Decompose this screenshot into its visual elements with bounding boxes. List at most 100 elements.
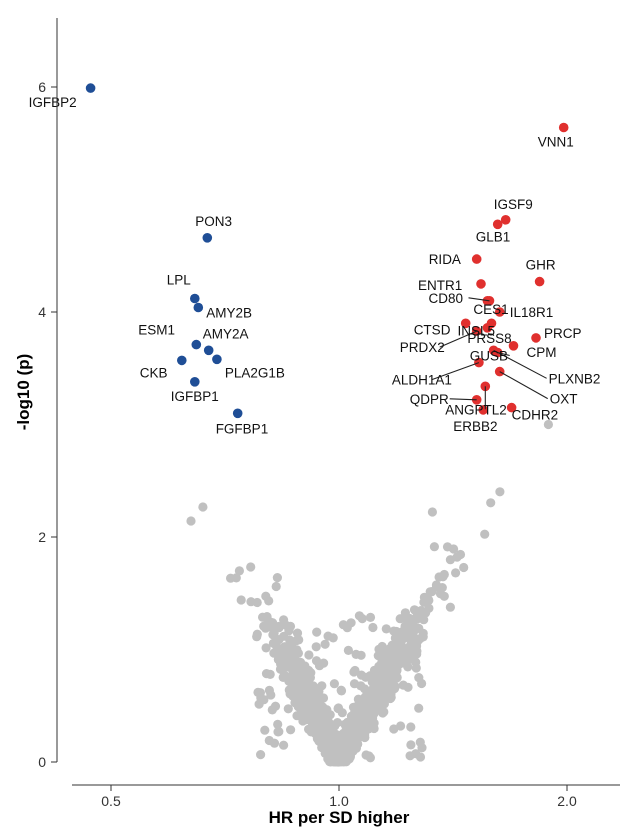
nonsignificant-point	[439, 569, 449, 580]
nonsignificant-point	[234, 566, 244, 576]
nonsignificant-point	[404, 616, 414, 626]
nonsignificant-point	[320, 639, 330, 649]
nonsignificant-point	[268, 623, 278, 633]
nonsignificant-point	[405, 623, 415, 633]
nonsignificant-point	[412, 614, 422, 624]
significant-point	[474, 357, 484, 368]
point-label: GHR	[526, 258, 556, 273]
nonsignificant-point	[285, 689, 295, 699]
nonsignificant-point	[279, 740, 289, 750]
point-label: ESM1	[138, 323, 175, 338]
nonsignificant-point	[273, 719, 283, 730]
nonsignificant-point	[342, 743, 352, 754]
point-label: CKB	[140, 365, 168, 380]
significant-point	[492, 219, 503, 230]
nonsignificant-point	[332, 718, 343, 728]
y-tick-label: 6	[38, 79, 46, 95]
nonsignificant-point	[395, 614, 405, 624]
nonsignificant-point	[317, 715, 327, 726]
nonsignificant-point	[368, 622, 378, 633]
point-label: CES1	[473, 302, 508, 317]
nonsignificant-point	[396, 721, 406, 731]
nonsignificant-point	[389, 626, 399, 636]
nonsignificant-point	[341, 733, 351, 743]
nonsignificant-point	[312, 627, 322, 637]
nonsignificant-point	[226, 573, 236, 583]
nonsignificant-point	[236, 595, 246, 605]
nonsignificant-point	[333, 703, 343, 714]
nonsignificant-point	[318, 693, 329, 703]
nonsignificant-point	[269, 648, 279, 658]
significant-point	[232, 408, 243, 419]
nonsignificant-point	[343, 645, 353, 656]
nonsignificant-point	[332, 749, 342, 759]
nonsignificant-point	[285, 621, 296, 632]
nonsignificant-point	[406, 740, 416, 750]
significant-point	[190, 377, 200, 387]
nonsignificant-point	[384, 685, 395, 695]
nonsignificant-point	[286, 725, 296, 735]
nonsignificant-point	[328, 633, 338, 643]
label-leader-line	[499, 371, 548, 400]
nonsignificant-point	[252, 597, 262, 608]
nonsignificant-point	[198, 502, 208, 512]
nonsignificant-point	[411, 657, 421, 667]
nonsignificant-point	[356, 670, 366, 680]
y-tick-label: 4	[38, 304, 46, 320]
point-label: CTSD	[414, 322, 451, 337]
point-label: OXT	[550, 392, 578, 407]
nonsignificant-point	[403, 662, 413, 672]
nonsignificant-point	[386, 673, 396, 683]
nonsignificant-point	[406, 722, 416, 732]
point-label: VNN1	[538, 135, 574, 150]
point-label: PLA2G1B	[225, 365, 285, 380]
nonsignificant-point	[451, 568, 461, 578]
nonsignificant-point	[252, 632, 262, 642]
point-label: IGFBP1	[171, 389, 219, 404]
nonsignificant-point	[246, 562, 256, 572]
point-label: CPM	[527, 345, 557, 360]
significant-point	[508, 341, 519, 351]
nonsignificant-point	[543, 419, 554, 430]
nonsignificant-point	[417, 743, 427, 753]
nonsignificant-point	[329, 756, 339, 766]
nonsignificant-point	[319, 658, 329, 668]
nonsignificant-point	[414, 703, 424, 713]
nonsignificant-point	[271, 581, 281, 592]
non-significant-points	[186, 419, 554, 767]
nonsignificant-point	[378, 668, 389, 678]
nonsignificant-point	[186, 516, 196, 526]
nonsignificant-point	[292, 645, 302, 655]
x-tick-label: 2.0	[557, 793, 577, 809]
nonsignificant-point	[354, 723, 364, 733]
nonsignificant-point	[286, 661, 297, 671]
nonsignificant-point	[304, 650, 314, 660]
nonsignificant-point	[336, 685, 346, 695]
nonsignificant-point	[419, 597, 429, 607]
point-label: CDHR2	[512, 408, 559, 423]
significant-point	[494, 307, 505, 317]
point-label: PRCP	[544, 326, 582, 341]
nonsignificant-point	[449, 544, 459, 554]
point-label: IGFBP2	[29, 95, 77, 110]
significant-point	[193, 302, 204, 313]
nonsignificant-point	[279, 631, 289, 641]
nonsignificant-point	[374, 685, 384, 695]
significant-point	[558, 122, 569, 133]
nonsignificant-point	[377, 677, 388, 687]
nonsignificant-point	[272, 573, 282, 583]
nonsignificant-point	[407, 632, 417, 642]
nonsignificant-point	[346, 618, 356, 628]
point-label: GUSB	[470, 349, 508, 364]
nonsignificant-point	[283, 704, 293, 714]
plot-area: IGFBP2 PON3 LPL AMY2B ESM1 AMY2A CKB PLA2G1B IGF…	[29, 83, 600, 767]
nonsignificant-point	[358, 716, 368, 726]
point-label: FGFBP1	[216, 421, 269, 436]
y-tick-label: 2	[38, 529, 46, 545]
nonsignificant-point	[292, 711, 302, 721]
nonsignificant-point	[379, 707, 389, 717]
nonsignificant-point	[403, 682, 413, 692]
nonsignificant-point	[311, 656, 322, 666]
significant-point	[506, 402, 517, 413]
nonsignificant-point	[264, 596, 274, 606]
